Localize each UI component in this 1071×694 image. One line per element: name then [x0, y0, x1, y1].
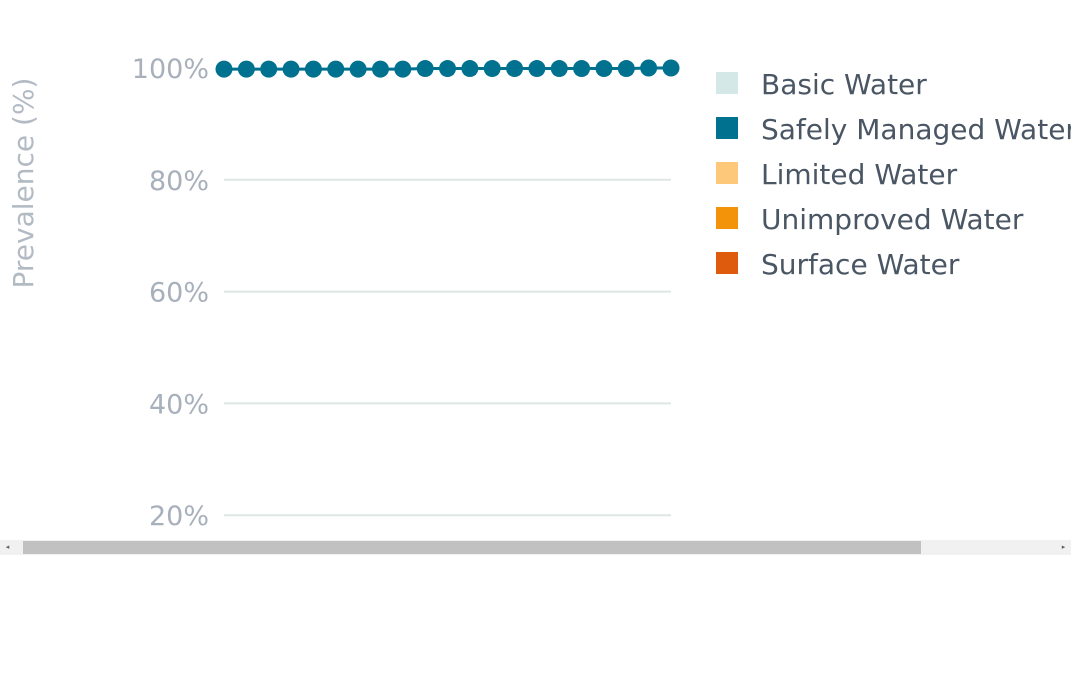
legend-swatch [716, 162, 738, 184]
y-tick-label: 40% [149, 389, 209, 420]
legend-swatch [716, 252, 738, 274]
horizontal-scrollbar[interactable]: ◂ ▸ [0, 540, 1071, 555]
legend-item-label[interactable]: Safely Managed Water [761, 113, 1071, 146]
data-point[interactable] [595, 60, 613, 78]
scroll-left-arrow-icon[interactable]: ◂ [5, 543, 10, 551]
chart-viewport: 20% 40% 60% 80% 100% Prevalence (%) Basic Wa… [7, 54, 1071, 532]
series-layer [215, 59, 680, 78]
y-tick-label: 20% [149, 501, 209, 532]
data-point[interactable] [416, 60, 434, 78]
legend-item-label[interactable]: Unimproved Water [761, 203, 1024, 236]
legend-item-label[interactable]: Basic Water [761, 68, 927, 101]
data-point[interactable] [573, 60, 591, 78]
data-point[interactable] [237, 60, 255, 78]
legend-swatch [716, 117, 738, 139]
data-point[interactable] [483, 60, 501, 78]
legend-swatch [716, 207, 738, 229]
data-point[interactable] [282, 60, 300, 78]
gridlines [224, 178, 671, 517]
data-point[interactable] [550, 60, 568, 78]
data-point[interactable] [394, 60, 412, 78]
data-point[interactable] [215, 60, 233, 78]
y-axis-label: Prevalence (%) [7, 78, 40, 289]
data-point[interactable] [640, 59, 658, 77]
data-point[interactable] [439, 60, 456, 78]
data-point[interactable] [260, 60, 278, 78]
data-point[interactable] [617, 60, 635, 78]
data-point[interactable] [528, 60, 546, 78]
legend-swatch [716, 72, 738, 94]
scroll-right-arrow-icon[interactable]: ▸ [1061, 543, 1066, 551]
chart: 20% 40% 60% 80% 100% Prevalence (%) Basic Wa… [7, 54, 1071, 532]
legend-item-label[interactable]: Surface Water [761, 248, 960, 281]
data-point[interactable] [327, 60, 345, 78]
y-tick-label: 60% [149, 278, 209, 309]
legend: Basic Water Safely Managed Water Limited W… [716, 68, 1071, 281]
y-tick-label: 80% [149, 166, 209, 197]
y-tick-label: 100% [132, 54, 209, 85]
data-point[interactable] [662, 59, 680, 77]
data-point[interactable] [506, 60, 524, 78]
data-point[interactable] [304, 60, 322, 78]
scrollbar-thumb[interactable] [23, 541, 921, 554]
data-point[interactable] [371, 60, 389, 78]
legend-item-label[interactable]: Limited Water [761, 158, 958, 191]
y-tick-labels: 20% 40% 60% 80% 100% [132, 54, 209, 532]
data-point[interactable] [349, 60, 367, 78]
data-point[interactable] [461, 60, 479, 78]
